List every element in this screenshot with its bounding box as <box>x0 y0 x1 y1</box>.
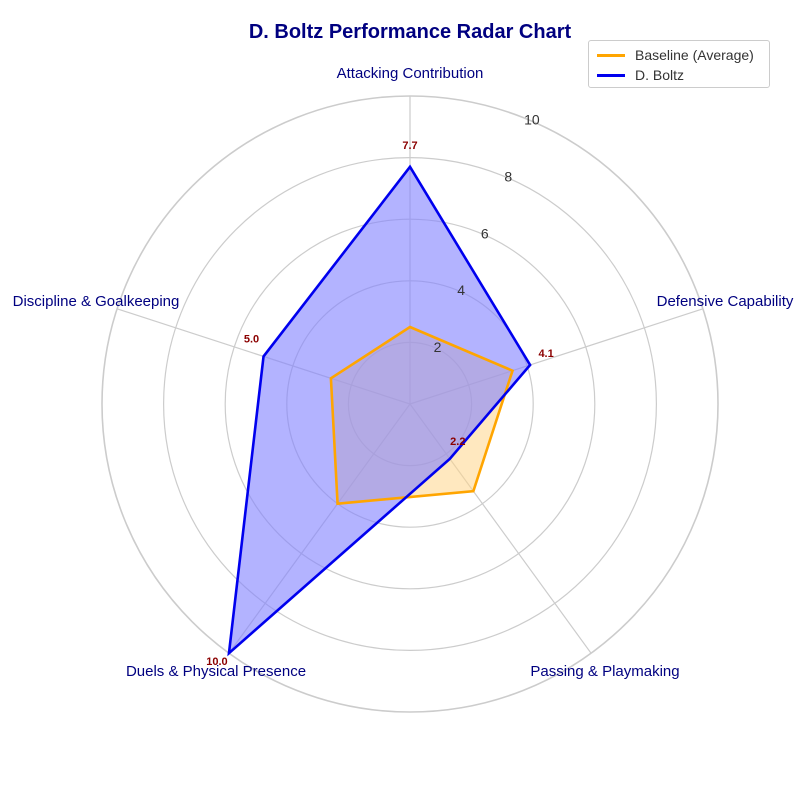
r-tick-label-4: 4 <box>457 282 465 298</box>
r-tick-label-10: 10 <box>524 111 540 127</box>
legend-swatch-baseline <box>597 53 625 57</box>
r-tick-label-6: 6 <box>481 225 489 241</box>
value-label-3: 10.0 <box>206 656 227 668</box>
value-label-4: 5.0 <box>244 333 259 345</box>
label-layer: 2 4 6 8 10 7.7 4.1 2.2 10.0 5.0 Attacking Contribu… <box>13 65 794 680</box>
legend-item-baseline: Baseline (Average) <box>597 45 761 65</box>
legend-label-player: D. Boltz <box>635 67 685 83</box>
series-line-1 <box>227 164 532 657</box>
series-layer <box>227 164 532 657</box>
chart-title: D. Boltz Performance Radar Chart <box>249 21 572 43</box>
axis-label-4: Discipline & Goalkeeping <box>13 293 180 310</box>
series-area-1 <box>228 166 531 654</box>
value-label-0: 7.7 <box>402 140 417 152</box>
r-tick-label-2: 2 <box>434 339 442 355</box>
legend: Baseline (Average) D. Boltz <box>588 40 770 88</box>
value-label-1: 4.1 <box>538 348 553 360</box>
legend-item-player: D. Boltz <box>597 65 761 85</box>
axis-label-2: Passing & Playmaking <box>530 663 679 680</box>
value-label-2: 2.2 <box>450 436 465 448</box>
r-tick-label-8: 8 <box>504 168 512 184</box>
legend-swatch-player <box>597 73 625 77</box>
axis-label-1: Defensive Capability <box>657 293 794 310</box>
axis-label-0: Attacking Contribution <box>337 65 484 82</box>
axis-label-3: Duels & Physical Presence <box>126 663 306 680</box>
legend-label-baseline: Baseline (Average) <box>635 47 754 63</box>
